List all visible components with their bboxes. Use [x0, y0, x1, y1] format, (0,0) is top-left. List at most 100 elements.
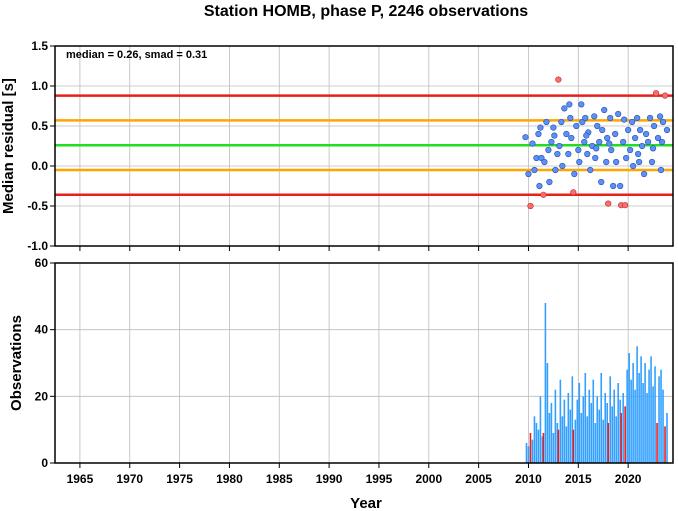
data-point: [546, 178, 553, 186]
data-point: [568, 134, 575, 142]
data-point: [636, 158, 643, 166]
bar: [550, 403, 553, 463]
data-point: [658, 138, 666, 146]
outlier-bar: [572, 429, 575, 463]
outlier-point: [652, 90, 660, 97]
bar: [541, 436, 544, 463]
data-point: [620, 138, 627, 146]
plot-frame: [54, 45, 674, 247]
outlier-bar: [542, 433, 545, 463]
bar: [648, 369, 650, 463]
bar: [640, 356, 642, 463]
outlier-bar: [607, 423, 610, 463]
data-point: [529, 140, 536, 147]
x-tick-label: 1975: [166, 472, 193, 486]
bar: [565, 426, 568, 463]
bar: [658, 376, 660, 463]
bar: [588, 389, 591, 463]
bar: [552, 433, 555, 463]
bar: [636, 346, 638, 463]
bar: [622, 393, 624, 463]
data-point: [640, 170, 648, 178]
data-point: [525, 170, 532, 178]
data-point: [627, 146, 634, 154]
bar: [544, 303, 547, 463]
bar: [535, 423, 538, 463]
data-point: [558, 118, 565, 126]
data-point: [638, 142, 646, 150]
outlier-point: [527, 202, 534, 210]
bar: [525, 443, 528, 463]
data-point: [625, 126, 632, 134]
outlier-point: [661, 92, 669, 99]
data-point: [554, 150, 561, 158]
bar: [556, 423, 559, 463]
bar: [615, 416, 617, 463]
bar: [660, 369, 662, 463]
bar: [654, 366, 656, 463]
bar: [619, 399, 621, 463]
bar: [650, 356, 652, 463]
bar: [592, 379, 595, 463]
data-point: [573, 122, 580, 130]
data-point: [551, 132, 558, 139]
data-point: [642, 130, 650, 138]
bar: [569, 409, 572, 463]
x-tick-label: 1970: [116, 472, 143, 486]
bar: [567, 393, 570, 463]
bar: [604, 393, 607, 463]
observations-y-axis-label: Observations: [8, 315, 25, 411]
data-point: [552, 166, 559, 174]
stats-annotation: median = 0.26, smad = 0.31: [66, 49, 207, 61]
bar: [662, 389, 664, 463]
bar: [554, 389, 557, 463]
outlier-point: [555, 76, 562, 83]
bar: [594, 423, 597, 463]
residual-y-axis-label: Median residual [s]: [0, 78, 17, 214]
data-point: [583, 132, 590, 139]
data-point: [593, 145, 600, 152]
bar: [582, 396, 585, 463]
bar: [527, 446, 530, 463]
bar: [644, 363, 646, 463]
data-point: [559, 162, 566, 170]
bar: [598, 409, 601, 463]
data-point: [596, 138, 603, 146]
data-point: [571, 170, 578, 178]
chart-title: Station HOMB, phase P, 2246 observations: [204, 3, 528, 20]
data-point: [630, 162, 637, 170]
data-point: [649, 145, 657, 152]
bar: [561, 416, 564, 463]
data-point: [659, 118, 667, 126]
bar: [666, 413, 668, 463]
bar: [600, 373, 603, 463]
bar: [537, 429, 540, 463]
bar: [626, 369, 628, 463]
data-point: [635, 150, 642, 158]
plot-frame: [54, 262, 674, 464]
x-tick-label: 1985: [266, 472, 293, 486]
data-point: [566, 101, 573, 108]
data-point: [632, 134, 639, 142]
bar: [642, 383, 644, 463]
data-point: [656, 113, 664, 120]
data-point: [606, 140, 613, 147]
data-point: [550, 124, 557, 131]
outlier-point: [605, 200, 612, 207]
data-point: [615, 110, 622, 118]
data-point: [599, 126, 606, 134]
x-tick-label: 1990: [316, 472, 343, 486]
data-point: [531, 166, 538, 174]
bar: [606, 403, 609, 463]
data-point: [543, 118, 550, 126]
y-tick-label: 0.0: [31, 159, 48, 173]
y-tick-label: 0: [41, 456, 48, 470]
bar: [596, 396, 599, 463]
data-point: [578, 101, 585, 108]
x-tick-label: 2000: [415, 472, 442, 486]
data-point: [582, 114, 589, 122]
data-point: [646, 114, 654, 122]
bar: [578, 383, 581, 463]
data-point: [575, 146, 582, 154]
data-point: [613, 158, 620, 166]
